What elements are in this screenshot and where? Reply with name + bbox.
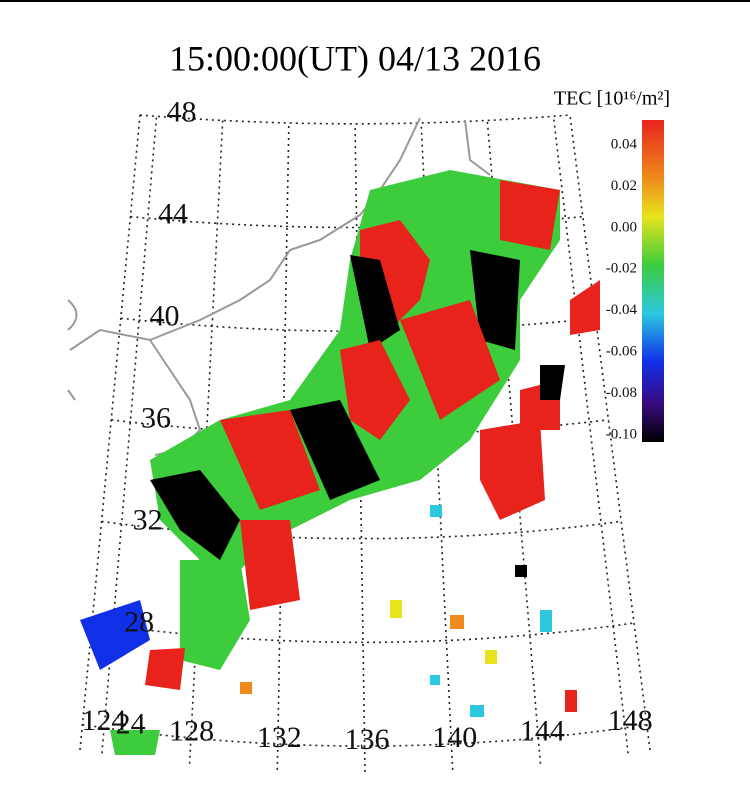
map-edge [79,114,141,751]
lon-label: 148 [608,704,653,737]
lon-label: 144 [520,715,565,748]
meridian [101,116,158,754]
lon-label: 128 [169,715,214,748]
colorbar [642,120,664,442]
tec-pixels [80,170,600,755]
lat-label: 44 [158,198,188,231]
lat-label: 28 [124,606,154,639]
lat-label: 40 [150,300,180,333]
lat-label: 24 [116,708,146,741]
colorbar-tick-label: 0.02 [611,178,637,194]
colorbar-tick-label: 0.00 [611,219,637,235]
colorbar-tick-label: -0.04 [606,302,638,318]
colorbar-tick-label: -0.10 [606,426,637,442]
lat-label: 48 [167,96,197,129]
lat-label: 36 [141,402,171,435]
colorbar-tick-label: -0.08 [606,385,637,401]
lon-label: 132 [257,721,302,754]
colorbar-tick-label: -0.06 [606,344,638,360]
lon-label: 124 [81,704,126,737]
lon-label: 140 [432,721,477,754]
colorbar-tick-label: 0.04 [611,136,638,152]
colorbar-tick-label: -0.02 [606,261,637,277]
meridian [552,116,629,754]
colorbar-label: TEC [10¹⁶/m²] [554,88,670,110]
lat-label: 32 [133,504,163,537]
parallel [139,114,571,125]
map-title: 15:00:00(UT) 04/13 2016 [169,38,541,78]
lon-label: 136 [345,723,390,756]
